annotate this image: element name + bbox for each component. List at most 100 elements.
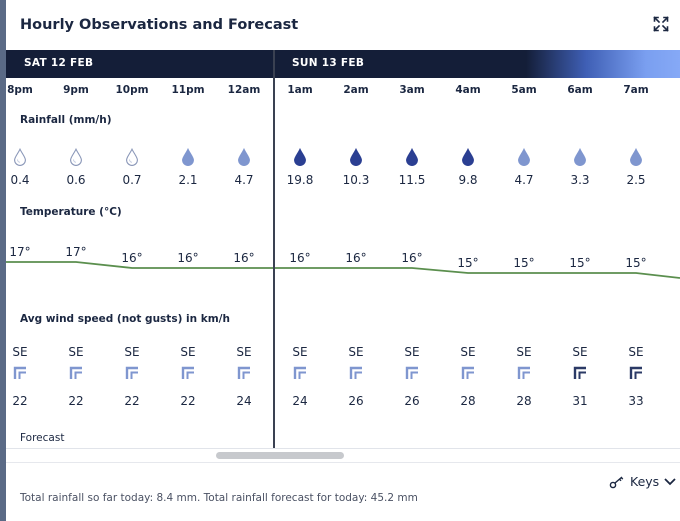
temperature-trend — [6, 261, 680, 279]
temperature-value: 15° — [569, 256, 591, 270]
wind-heading: Avg wind speed (not gusts) in km/h — [20, 313, 230, 325]
wind-direction-icon — [349, 366, 362, 379]
wind-direction-icon — [517, 366, 530, 379]
day-divider — [273, 50, 275, 448]
raindrop-icon — [406, 148, 418, 166]
day-band: SAT 12 FEB SUN 13 FEB — [6, 50, 680, 78]
keys-label: Keys — [630, 474, 660, 489]
hour-label: 10pm — [115, 84, 149, 96]
wind-direction: SE — [236, 345, 252, 359]
wind-speed: 24 — [236, 394, 252, 408]
rainfall-value: 9.8 — [458, 173, 478, 187]
wind-direction-icon — [181, 366, 194, 379]
temperature-value: 15° — [513, 256, 535, 270]
rainfall-value: 10.3 — [342, 173, 370, 187]
hour-label: 5am — [511, 84, 537, 96]
wind-speed: 31 — [572, 394, 588, 408]
rainfall-value: 0.6 — [66, 173, 86, 187]
hour-label: 6am — [567, 84, 593, 96]
temperature-value: 17° — [65, 245, 87, 259]
day-label-sun: SUN 13 FEB — [292, 57, 365, 69]
raindrop-icon — [462, 148, 474, 166]
wind-direction: SE — [292, 345, 308, 359]
rainfall-value: 3.3 — [570, 173, 590, 187]
wind-direction-icon — [125, 366, 138, 379]
rainfall-value: 0.4 — [10, 173, 30, 187]
chevron-down-icon — [664, 478, 676, 486]
rainfall-value: 0.7 — [122, 173, 142, 187]
hour-label: 11pm — [171, 84, 205, 96]
forecast-label: Forecast — [20, 432, 65, 444]
temperature-heading: Temperature (°C) — [20, 206, 122, 218]
hour-label: 9pm — [63, 84, 89, 96]
wind-direction: SE — [516, 345, 532, 359]
raindrop-icon — [70, 148, 82, 166]
hour-label: 2am — [343, 84, 369, 96]
wind-direction: SE — [348, 345, 364, 359]
hour-label: 4am — [455, 84, 481, 96]
raindrop-icon — [630, 148, 642, 166]
hour-label: 3am — [399, 84, 425, 96]
wind-direction: SE — [124, 345, 140, 359]
day-label-sat: SAT 12 FEB — [24, 57, 94, 69]
key-icon — [609, 475, 624, 488]
wind-speed: 26 — [404, 394, 420, 408]
hour-label: 7am — [623, 84, 649, 96]
wind-direction-icon — [293, 366, 306, 379]
rainfall-heading: Rainfall (mm/h) — [20, 114, 112, 126]
temperature-line — [6, 261, 680, 279]
keys-button[interactable]: Keys — [609, 474, 676, 489]
expand-icon[interactable] — [653, 16, 669, 32]
wind-speed: 22 — [68, 394, 84, 408]
raindrop-icon — [126, 148, 138, 166]
wind-direction: SE — [460, 345, 476, 359]
wind-direction: SE — [404, 345, 420, 359]
wind-direction-icon — [69, 366, 82, 379]
wind-direction: SE — [12, 345, 28, 359]
raindrop-icon — [14, 148, 26, 166]
wind-speed: 24 — [292, 394, 308, 408]
separator — [6, 462, 680, 463]
horizontal-scrollbar[interactable] — [216, 452, 344, 459]
hour-label: 1am — [287, 84, 313, 96]
rainfall-value: 4.7 — [514, 173, 534, 187]
wind-speed: 28 — [460, 394, 476, 408]
wind-speed: 26 — [348, 394, 364, 408]
panel-title: Hourly Observations and Forecast — [20, 17, 299, 33]
rainfall-value: 19.8 — [286, 173, 314, 187]
raindrop-icon — [574, 148, 586, 166]
temperature-value: 16° — [177, 251, 199, 265]
temperature-value: 16° — [345, 251, 367, 265]
wind-direction: SE — [180, 345, 196, 359]
wind-direction-icon — [461, 366, 474, 379]
wind-direction-icon — [629, 366, 642, 379]
rainfall-totals: Total rainfall so far today: 8.4 mm. Tot… — [20, 492, 418, 504]
wind-direction: SE — [572, 345, 588, 359]
wind-direction-icon — [237, 366, 250, 379]
temperature-value: 15° — [625, 256, 647, 270]
temperature-value: 16° — [289, 251, 311, 265]
separator — [6, 448, 680, 449]
rainfall-value: 2.1 — [178, 173, 198, 187]
rainfall-value: 4.7 — [234, 173, 254, 187]
hourly-panel: Hourly Observations and Forecast SAT 12 … — [6, 0, 680, 521]
raindrop-icon — [518, 148, 530, 166]
hour-label: 12am — [227, 84, 261, 96]
wind-direction: SE — [68, 345, 84, 359]
wind-direction-icon — [13, 366, 26, 379]
raindrop-icon — [182, 148, 194, 166]
wind-speed: 28 — [516, 394, 532, 408]
wind-speed: 22 — [12, 394, 28, 408]
raindrop-icon — [238, 148, 250, 166]
temperature-value: 17° — [9, 245, 31, 259]
raindrop-icon — [350, 148, 362, 166]
wind-speed: 33 — [628, 394, 644, 408]
rainfall-value: 2.5 — [626, 173, 646, 187]
wind-direction: SE — [628, 345, 644, 359]
wind-direction-icon — [405, 366, 418, 379]
hour-label: 8pm — [7, 84, 33, 96]
raindrop-icon — [294, 148, 306, 166]
temperature-value: 15° — [457, 256, 479, 270]
temperature-value: 16° — [401, 251, 423, 265]
wind-speed: 22 — [124, 394, 140, 408]
